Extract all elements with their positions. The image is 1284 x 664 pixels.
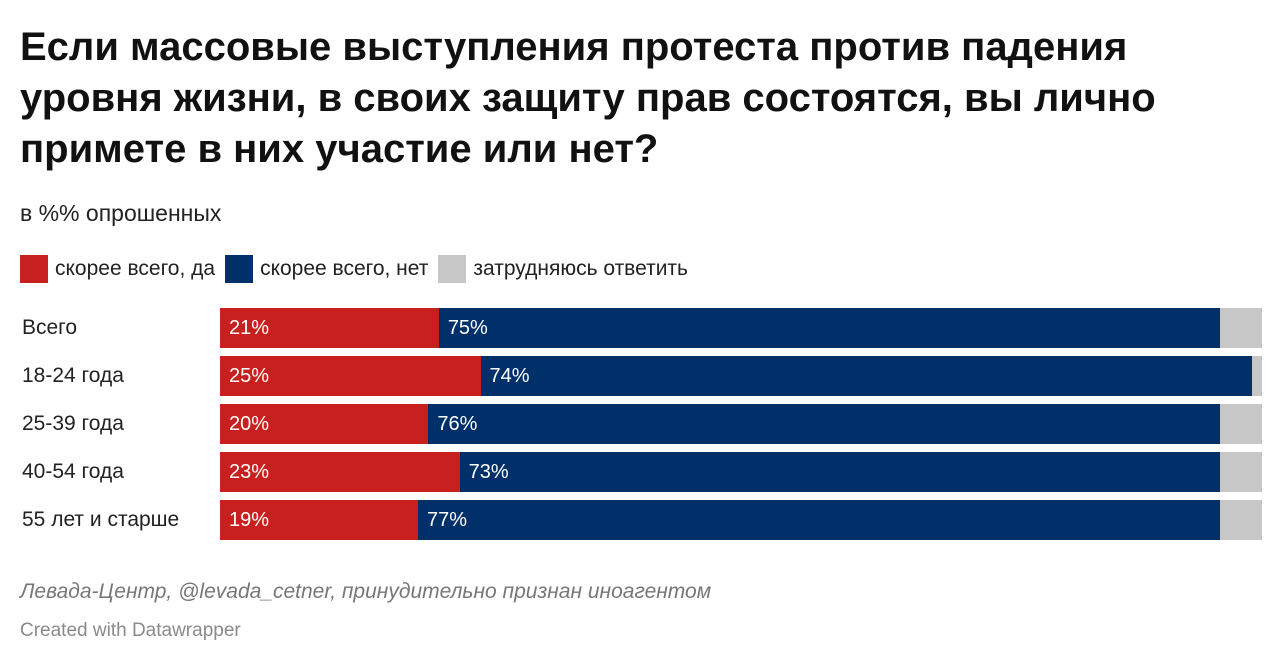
- legend-label-unsure: затрудняюсь ответить: [473, 257, 688, 280]
- category-label: 25-39 года: [22, 412, 124, 435]
- bar-segment-no: 76%: [428, 404, 1221, 444]
- credit-link[interactable]: Created with Datawrapper: [20, 620, 241, 641]
- legend-swatch-unsure: [438, 255, 467, 283]
- data-label: 23%: [229, 461, 270, 483]
- bar-segment-no: 74%: [480, 356, 1252, 396]
- bar-segment-yes: 25%: [220, 356, 481, 396]
- legend: скорее всего, да скорее всего, нет затру…: [20, 255, 698, 283]
- data-label: 75%: [447, 317, 488, 339]
- data-label: 77%: [426, 509, 467, 531]
- data-label: 21%: [229, 317, 270, 339]
- bar-segment-unsure: [1251, 356, 1262, 396]
- legend-item-unsure: затрудняюсь ответить: [438, 255, 688, 283]
- legend-swatch-yes: [20, 255, 48, 283]
- bar-row: 25-39 года 20% 76%: [0, 404, 1284, 444]
- category-label: 18-24 года: [22, 364, 124, 387]
- bar-segment-no: 77%: [417, 500, 1221, 540]
- bar-row: 18-24 года 25% 74%: [0, 356, 1284, 396]
- category-label: Всего: [22, 316, 78, 339]
- data-label: 20%: [229, 413, 270, 435]
- data-label: 25%: [229, 365, 270, 387]
- bar-row: Всего 21% 75%: [0, 308, 1284, 348]
- bar-segment-unsure: [1220, 452, 1262, 492]
- legend-item-yes: скорее всего, да: [20, 255, 215, 283]
- data-label: 76%: [437, 413, 478, 435]
- bar-segment-yes: 23%: [220, 452, 460, 492]
- bar-row: 40-54 года 23% 73%: [0, 452, 1284, 492]
- stacked-bar-chart: Всего 21% 75% 18-24 года 25% 74% 25-39 года 20%…: [0, 308, 1284, 548]
- bar-segment-yes: 20%: [220, 404, 429, 444]
- source-note: Левада-Центр, @levada_cetner, принудител…: [20, 580, 712, 603]
- category-label: 40-54 года: [22, 460, 124, 483]
- stacked-bar: 25% 74%: [220, 356, 1262, 396]
- chart-title: Если массовые выступления протеста проти…: [20, 25, 1156, 171]
- bar-segment-unsure: [1220, 500, 1262, 540]
- bar-row: 55 лет и старше 19% 77%: [0, 500, 1284, 540]
- legend-label-no: скорее всего, нет: [260, 257, 429, 280]
- legend-swatch-no: [225, 255, 254, 283]
- legend-label-yes: скорее всего, да: [55, 257, 216, 280]
- bar-segment-no: 75%: [438, 308, 1221, 348]
- bar-segment-unsure: [1220, 404, 1262, 444]
- bar-segment-yes: 19%: [220, 500, 418, 540]
- stacked-bar: 20% 76%: [220, 404, 1262, 444]
- stacked-bar: 23% 73%: [220, 452, 1262, 492]
- bar-segment-yes: 21%: [220, 308, 439, 348]
- stacked-bar: 21% 75%: [220, 308, 1262, 348]
- chart-subtitle: в %% опрошенных: [20, 200, 222, 226]
- stacked-bar: 19% 77%: [220, 500, 1262, 540]
- bar-segment-unsure: [1220, 308, 1262, 348]
- data-label: 74%: [489, 365, 530, 387]
- data-label: 19%: [229, 509, 270, 531]
- bar-segment-no: 73%: [459, 452, 1221, 492]
- legend-item-no: скорее всего, нет: [225, 255, 428, 283]
- category-label: 55 лет и старше: [22, 508, 180, 531]
- data-label: 73%: [468, 461, 509, 483]
